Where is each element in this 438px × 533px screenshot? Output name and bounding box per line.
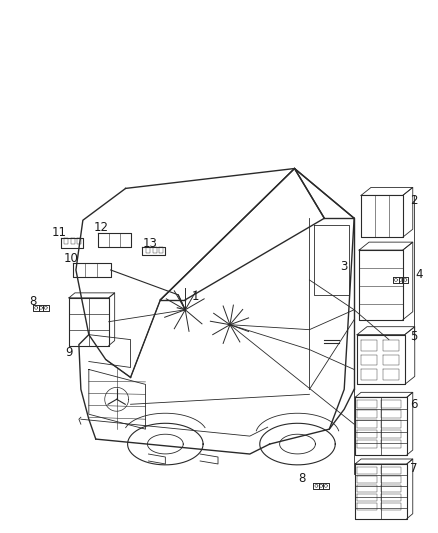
Text: 12: 12 <box>93 221 108 233</box>
Text: 8: 8 <box>298 472 305 486</box>
Text: 10: 10 <box>64 252 78 264</box>
Text: 2: 2 <box>410 194 417 207</box>
Text: 4: 4 <box>415 269 423 281</box>
Text: 5: 5 <box>410 330 417 343</box>
Text: 9: 9 <box>65 346 73 359</box>
Text: 7: 7 <box>410 463 417 475</box>
Text: 3: 3 <box>340 261 348 273</box>
Text: 1: 1 <box>191 290 199 303</box>
Text: 6: 6 <box>410 398 417 411</box>
Text: 13: 13 <box>143 237 158 249</box>
Text: 11: 11 <box>52 225 67 239</box>
Text: 8: 8 <box>29 295 37 308</box>
